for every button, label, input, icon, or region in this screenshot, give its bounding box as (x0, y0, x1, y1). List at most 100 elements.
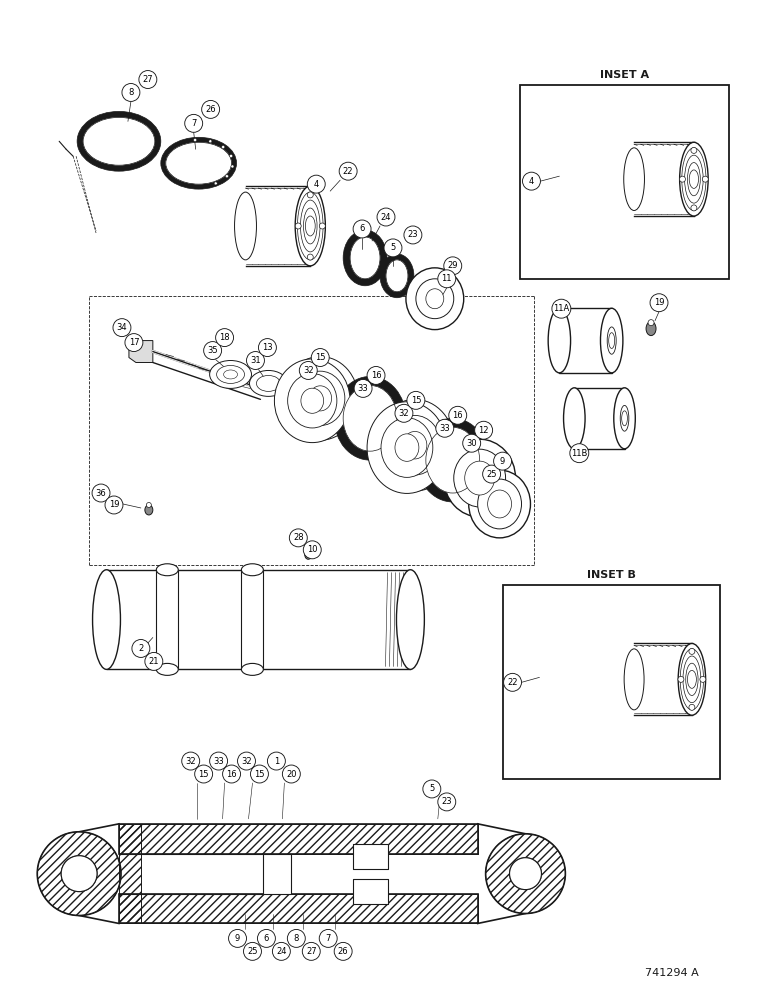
Ellipse shape (478, 479, 522, 529)
Circle shape (438, 793, 455, 811)
Circle shape (204, 342, 222, 360)
Circle shape (145, 652, 163, 670)
Ellipse shape (687, 670, 696, 688)
Ellipse shape (235, 192, 256, 260)
Text: 5: 5 (391, 243, 395, 252)
Ellipse shape (403, 431, 427, 459)
Ellipse shape (350, 237, 380, 279)
Circle shape (311, 349, 329, 366)
Text: 19: 19 (109, 500, 119, 509)
Text: 15: 15 (198, 770, 209, 779)
Text: 32: 32 (398, 409, 409, 418)
Ellipse shape (309, 386, 332, 411)
Text: 8: 8 (293, 934, 299, 943)
Text: 22: 22 (343, 167, 354, 176)
Circle shape (209, 140, 212, 143)
Circle shape (194, 139, 197, 142)
Circle shape (679, 176, 686, 182)
Text: 5: 5 (429, 784, 435, 793)
Text: 32: 32 (185, 757, 196, 766)
Circle shape (523, 172, 540, 190)
Bar (574, 388, 625, 449)
Ellipse shape (406, 268, 464, 330)
Circle shape (300, 362, 317, 379)
Text: 7: 7 (191, 119, 196, 128)
Ellipse shape (601, 308, 623, 373)
Ellipse shape (301, 388, 323, 413)
Text: 4: 4 (529, 177, 534, 186)
Circle shape (475, 421, 493, 439)
Text: 13: 13 (262, 343, 273, 352)
Text: 32: 32 (241, 757, 252, 766)
Ellipse shape (367, 402, 447, 493)
Circle shape (307, 254, 313, 260)
Circle shape (222, 146, 225, 149)
Ellipse shape (344, 230, 387, 286)
Ellipse shape (621, 411, 628, 426)
Ellipse shape (210, 361, 252, 388)
Text: 24: 24 (381, 213, 391, 222)
Bar (119, 894, 478, 923)
Circle shape (367, 366, 385, 384)
Text: 27: 27 (306, 947, 317, 956)
Ellipse shape (624, 649, 644, 710)
Text: 29: 29 (448, 261, 458, 270)
Circle shape (423, 780, 441, 798)
Ellipse shape (417, 418, 489, 502)
Circle shape (229, 929, 246, 947)
Circle shape (132, 639, 150, 657)
Ellipse shape (306, 216, 315, 236)
Text: INSET B: INSET B (587, 570, 635, 580)
Circle shape (691, 147, 697, 153)
Ellipse shape (224, 370, 238, 379)
Text: 20: 20 (286, 770, 296, 779)
Circle shape (354, 379, 372, 397)
Ellipse shape (242, 663, 263, 675)
Ellipse shape (375, 399, 455, 491)
Text: 11A: 11A (554, 304, 570, 313)
Circle shape (259, 339, 276, 357)
Ellipse shape (274, 359, 350, 443)
Ellipse shape (646, 322, 656, 336)
Ellipse shape (614, 388, 635, 449)
Text: 8: 8 (128, 88, 134, 97)
Circle shape (122, 84, 140, 101)
Ellipse shape (283, 357, 358, 440)
Circle shape (404, 226, 422, 244)
Text: 27: 27 (143, 75, 153, 84)
Ellipse shape (488, 490, 512, 518)
Text: 1: 1 (274, 757, 279, 766)
Circle shape (250, 765, 269, 783)
Text: 25: 25 (247, 947, 258, 956)
Ellipse shape (295, 186, 325, 266)
Circle shape (334, 942, 352, 960)
Text: 34: 34 (117, 323, 127, 332)
Circle shape (37, 832, 121, 915)
Circle shape (139, 71, 157, 88)
Circle shape (283, 765, 300, 783)
Ellipse shape (288, 374, 337, 428)
Ellipse shape (624, 148, 645, 210)
Circle shape (287, 929, 305, 947)
Ellipse shape (161, 137, 236, 189)
Text: 24: 24 (276, 947, 286, 956)
Bar (353, 844, 388, 869)
Ellipse shape (395, 434, 419, 461)
Circle shape (407, 391, 425, 409)
Ellipse shape (334, 376, 406, 460)
Ellipse shape (469, 470, 530, 538)
Circle shape (703, 176, 708, 182)
Text: 10: 10 (307, 545, 317, 554)
Circle shape (486, 834, 565, 914)
Text: 18: 18 (219, 333, 230, 342)
Circle shape (290, 529, 307, 547)
Circle shape (229, 155, 232, 158)
Circle shape (689, 648, 695, 654)
Text: 33: 33 (357, 384, 368, 393)
Text: 25: 25 (486, 470, 497, 479)
Bar (119, 894, 478, 923)
Text: 26: 26 (205, 105, 216, 114)
Text: 741294 A: 741294 A (645, 968, 699, 978)
Circle shape (238, 752, 256, 770)
Ellipse shape (147, 502, 151, 507)
